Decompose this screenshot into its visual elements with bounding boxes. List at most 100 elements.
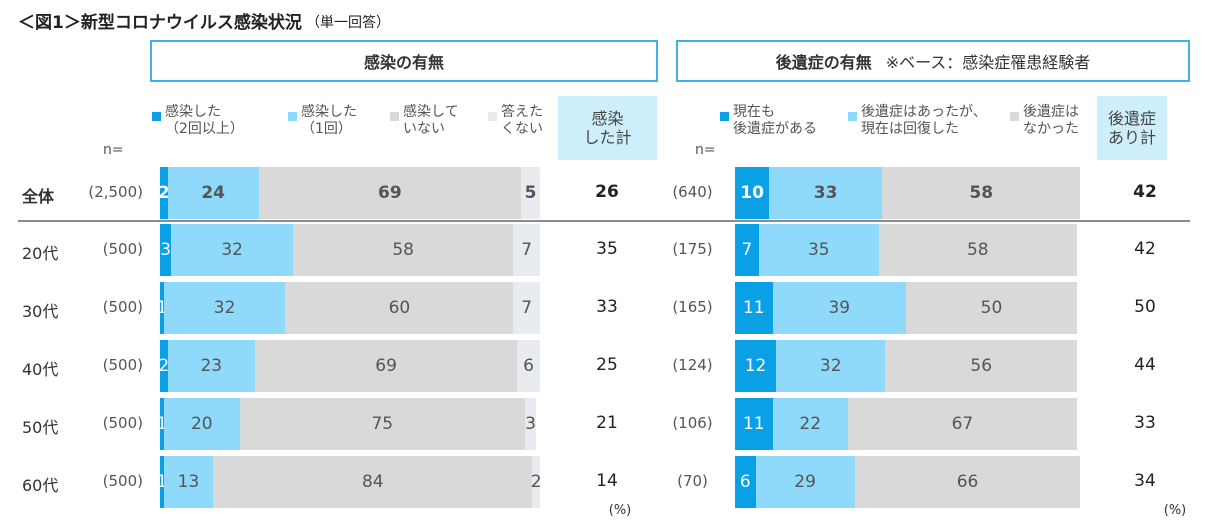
n-label: (175) <box>672 240 713 258</box>
bar-segment <box>513 224 540 276</box>
bar-segment <box>171 224 293 276</box>
bar-value-label: 7 <box>741 240 753 260</box>
legend-label: 現在も 後遺症がある <box>733 104 817 137</box>
bar-segment <box>160 398 164 450</box>
bar-value-label: 69 <box>375 356 397 376</box>
total-value: 26 <box>595 182 619 202</box>
bar-value-label: 58 <box>969 183 994 203</box>
legend-label: 後遺症は なかった <box>1023 104 1079 137</box>
panel-header: 後遺症の有無 ※ベース：感染症罹患経験者 <box>676 40 1190 82</box>
bar-value-label: 50 <box>980 298 1003 318</box>
bar-segment <box>293 224 514 276</box>
row-label: 40代 <box>22 360 59 379</box>
bar-segment <box>882 167 1081 219</box>
bar-value-label: 3 <box>160 240 172 260</box>
panel-note: ※ベース：感染症罹患経験者 <box>885 53 1091 72</box>
bar-segment <box>772 282 906 334</box>
legend-label: 答えた くない <box>501 104 543 137</box>
bar-segment <box>847 398 1077 450</box>
bar-value-label: 1 <box>156 414 168 434</box>
bar-segment <box>735 456 756 508</box>
bar-value-label: 5 <box>524 183 537 203</box>
bar-segment <box>258 167 521 219</box>
bar-value-label: 22 <box>799 414 822 434</box>
bar-segment <box>755 456 855 508</box>
bar-value-label: 2 <box>530 472 542 492</box>
bar-segment <box>735 340 777 392</box>
bar-value-label: 11 <box>742 298 765 318</box>
total-value: 25 <box>596 355 618 375</box>
bar-value-label: 29 <box>794 472 816 492</box>
bar-value-label: 3 <box>525 414 536 434</box>
bar-value-label: 10 <box>740 183 764 203</box>
bar-value-label: 67 <box>951 414 974 434</box>
bar-segment <box>878 224 1077 276</box>
bar-value-label: 35 <box>807 240 830 260</box>
total-value: 21 <box>596 413 618 433</box>
bar-value-label: 20 <box>190 414 213 434</box>
bar-segment <box>167 340 255 392</box>
bar-segment <box>524 398 537 450</box>
row-label: 60代 <box>22 476 59 495</box>
n-header: n= <box>103 142 124 158</box>
total-value: 35 <box>596 239 618 259</box>
bar-segment <box>285 282 514 334</box>
unit-label: (%) <box>1163 503 1187 518</box>
bar-segment <box>163 282 286 334</box>
row-label: 30代 <box>22 302 59 321</box>
legend-swatch <box>1010 112 1019 121</box>
total-value: 34 <box>1134 471 1156 491</box>
bar-value-label: 32 <box>221 240 243 260</box>
total-value: 50 <box>1134 297 1156 317</box>
bar-value-label: 2 <box>157 183 170 203</box>
n-label: (70) <box>677 472 708 490</box>
bar-value-label: 6 <box>739 472 751 492</box>
legend-label: 感染して いない <box>403 104 459 137</box>
bar-segment <box>772 398 848 450</box>
figure-title: ＜図1＞新型コロナウイルス感染状況 <box>18 13 302 33</box>
bar-segment <box>769 167 883 219</box>
bar-value-label: 33 <box>813 183 838 203</box>
total-value: 42 <box>1134 239 1156 259</box>
bar-value-label: 13 <box>177 472 200 492</box>
bar-value-label: 84 <box>361 472 384 492</box>
row-label: 20代 <box>22 244 59 263</box>
bar-value-label: 2 <box>158 356 170 376</box>
bar-segment <box>160 167 168 219</box>
bar-segment <box>776 340 886 392</box>
legend-swatch <box>720 112 729 121</box>
bar-segment <box>521 167 540 219</box>
total-value: 33 <box>1134 413 1156 433</box>
bar-segment <box>735 224 759 276</box>
n-label: (500) <box>102 298 143 316</box>
panel-header: 感染の有無 <box>150 40 658 82</box>
legend-swatch <box>390 112 399 121</box>
bar-segment <box>239 398 525 450</box>
bar-value-label: 24 <box>201 183 226 203</box>
bar-segment <box>735 398 773 450</box>
n-label: (2,500) <box>88 183 143 201</box>
bar-segment <box>517 340 540 392</box>
bar-value-label: 58 <box>392 240 414 260</box>
bar-segment <box>513 282 540 334</box>
legend-swatch <box>848 112 857 121</box>
legend-label: 後遺症はあったが、 現在は回復した <box>861 104 987 137</box>
bar-value-label: 56 <box>970 356 993 376</box>
total-value: 44 <box>1134 355 1156 375</box>
row-label: 50代 <box>22 418 59 437</box>
bar-segment <box>532 456 540 508</box>
bar-segment <box>160 340 168 392</box>
bar-value-label: 60 <box>388 298 411 318</box>
bar-segment <box>160 456 164 508</box>
bar-value-label: 66 <box>956 472 979 492</box>
n-label: (500) <box>102 356 143 374</box>
bar-segment <box>160 282 164 334</box>
bar-segment <box>163 398 240 450</box>
n-label: (500) <box>102 414 143 432</box>
n-label: (106) <box>672 414 713 432</box>
total-header: 感染 した計 <box>558 96 657 160</box>
bar-value-label: 11 <box>742 414 765 434</box>
legend-swatch <box>488 112 497 121</box>
n-label: (165) <box>672 298 713 316</box>
bar-value-label: 7 <box>521 240 533 260</box>
